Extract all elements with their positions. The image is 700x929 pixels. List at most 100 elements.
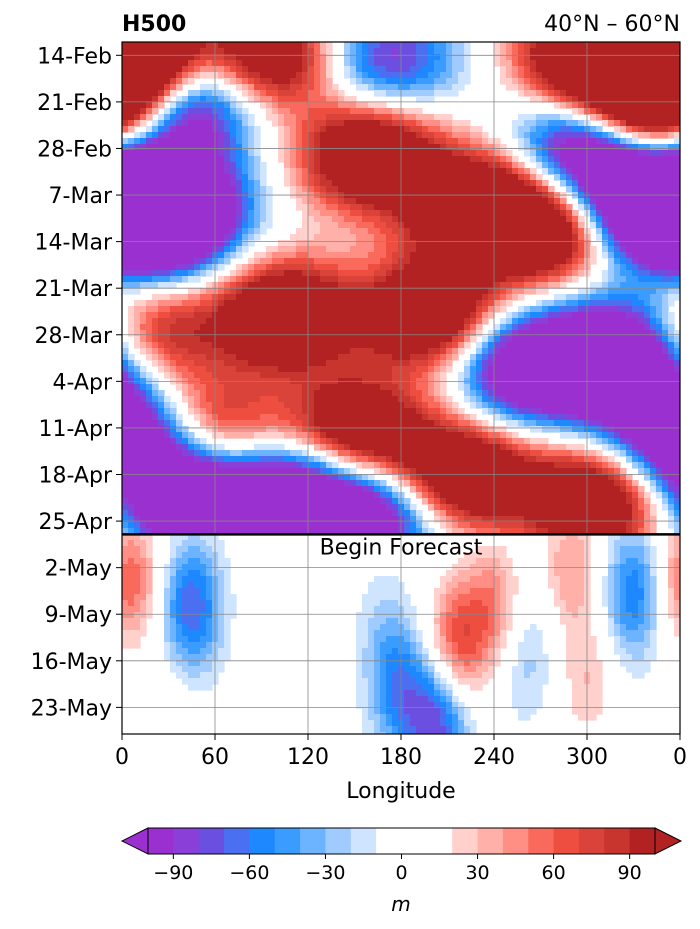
heatmap-cell bbox=[200, 198, 207, 205]
heatmap-cell bbox=[254, 72, 261, 79]
heatmap-cell bbox=[356, 258, 363, 265]
heatmap-cell bbox=[644, 258, 651, 265]
heatmap-cell bbox=[134, 336, 141, 343]
heatmap-cell bbox=[236, 186, 243, 193]
heatmap-cell bbox=[434, 156, 441, 163]
heatmap-cell bbox=[452, 168, 459, 175]
heatmap-cell bbox=[374, 72, 381, 79]
heatmap-cell bbox=[206, 174, 213, 181]
heatmap-cell bbox=[332, 222, 339, 229]
heatmap-cell bbox=[536, 348, 543, 355]
heatmap-cell bbox=[140, 282, 147, 289]
heatmap-cell bbox=[356, 186, 363, 193]
heatmap-cell bbox=[140, 78, 147, 85]
heatmap-cell bbox=[578, 186, 585, 193]
heatmap-cell bbox=[158, 294, 165, 301]
heatmap-cell bbox=[218, 72, 225, 79]
heatmap-cell bbox=[590, 144, 597, 151]
heatmap-cell bbox=[380, 336, 387, 343]
heatmap-cell bbox=[266, 96, 273, 103]
heatmap-cell bbox=[152, 78, 159, 85]
heatmap-cell bbox=[416, 276, 423, 283]
heatmap-cell bbox=[644, 234, 651, 241]
heatmap-cell bbox=[422, 306, 429, 313]
heatmap-cell bbox=[128, 90, 135, 97]
heatmap-cell bbox=[206, 60, 213, 67]
heatmap-cell bbox=[422, 216, 429, 223]
heatmap-cell bbox=[578, 234, 585, 241]
heatmap-cell bbox=[632, 126, 639, 133]
heatmap-cell bbox=[308, 186, 315, 193]
heatmap-cell bbox=[194, 90, 201, 97]
heatmap-cell bbox=[554, 168, 561, 175]
heatmap-cell bbox=[506, 294, 513, 301]
heatmap-cell bbox=[266, 312, 273, 319]
heatmap-cell bbox=[512, 258, 519, 265]
heatmap-cell bbox=[344, 276, 351, 283]
heatmap-cell bbox=[458, 144, 465, 151]
heatmap-cell bbox=[470, 324, 477, 331]
heatmap-cell bbox=[494, 144, 501, 151]
heatmap-cell bbox=[452, 78, 459, 85]
heatmap-cell bbox=[494, 324, 501, 331]
heatmap-cell bbox=[230, 366, 237, 373]
heatmap-cell bbox=[482, 204, 489, 211]
heatmap-cell bbox=[302, 294, 309, 301]
heatmap-cell bbox=[218, 324, 225, 331]
heatmap-cell bbox=[296, 282, 303, 289]
heatmap-cell bbox=[230, 288, 237, 295]
heatmap-cell bbox=[314, 150, 321, 157]
heatmap-cell bbox=[386, 294, 393, 301]
heatmap-cell bbox=[416, 138, 423, 145]
heatmap-cell bbox=[578, 360, 585, 367]
heatmap-cell bbox=[554, 216, 561, 223]
heatmap-cell bbox=[320, 276, 327, 283]
heatmap-cell bbox=[428, 144, 435, 151]
heatmap-cell bbox=[518, 126, 525, 133]
heatmap-cell bbox=[266, 252, 273, 259]
heatmap-cell bbox=[416, 186, 423, 193]
heatmap-cell bbox=[560, 300, 567, 307]
heatmap-cell bbox=[134, 162, 141, 169]
heatmap-cell bbox=[386, 366, 393, 373]
heatmap-cell bbox=[332, 246, 339, 253]
heatmap-cell bbox=[410, 48, 417, 55]
heatmap-cell bbox=[602, 162, 609, 169]
heatmap-cell bbox=[434, 264, 441, 271]
heatmap-cell bbox=[218, 306, 225, 313]
heatmap-cell bbox=[458, 306, 465, 313]
heatmap-cell bbox=[332, 162, 339, 169]
heatmap-cell bbox=[128, 306, 135, 313]
heatmap-cell bbox=[452, 48, 459, 55]
heatmap-cell bbox=[260, 324, 267, 331]
heatmap-cell bbox=[542, 228, 549, 235]
heatmap-cell bbox=[404, 336, 411, 343]
heatmap-cell bbox=[404, 114, 411, 121]
heatmap-cell bbox=[626, 252, 633, 259]
heatmap-cell bbox=[638, 348, 645, 355]
heatmap-cell bbox=[356, 78, 363, 85]
heatmap-cell bbox=[350, 324, 357, 331]
heatmap-cell bbox=[650, 252, 657, 259]
heatmap-cell bbox=[482, 366, 489, 373]
heatmap-cell bbox=[314, 222, 321, 229]
heatmap-cell bbox=[536, 42, 543, 49]
heatmap-cell bbox=[380, 366, 387, 373]
heatmap-cell bbox=[230, 66, 237, 73]
heatmap-cell bbox=[188, 384, 195, 391]
heatmap-cell bbox=[488, 204, 495, 211]
heatmap-cell bbox=[134, 198, 141, 205]
heatmap-cell bbox=[284, 150, 291, 157]
heatmap-cell bbox=[614, 258, 621, 265]
heatmap-cell bbox=[356, 282, 363, 289]
heatmap-cell bbox=[488, 150, 495, 157]
heatmap-cell bbox=[644, 354, 651, 361]
heatmap-cell bbox=[608, 156, 615, 163]
heatmap-cell bbox=[566, 210, 573, 217]
heatmap-cell bbox=[476, 390, 483, 397]
heatmap-cell bbox=[512, 42, 519, 49]
heatmap-cell bbox=[230, 234, 237, 241]
heatmap-cell bbox=[560, 90, 567, 97]
heatmap-cell bbox=[122, 360, 129, 367]
heatmap-cell bbox=[434, 318, 441, 325]
